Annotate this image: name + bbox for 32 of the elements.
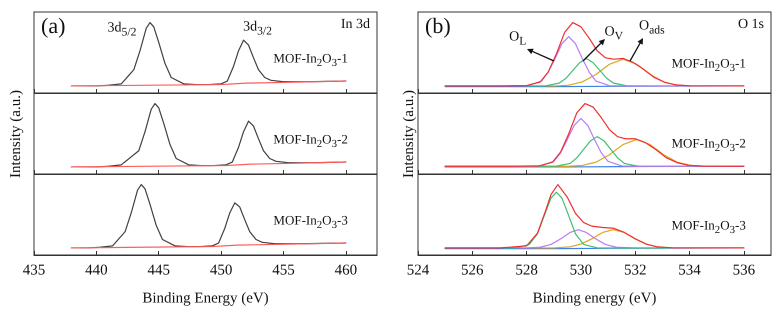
series-label: MOF-In$_{2}$O$_{3}$-3 (273, 212, 348, 232)
series-label: MOF-In$_{2}$O$_{3}$-1 (273, 50, 348, 70)
x-tick-label: 536 (732, 262, 756, 278)
x-tick-label: 435 (22, 262, 46, 278)
annotation: In 3d (340, 17, 370, 32)
y-axis-title: Intensity (a.u.) (400, 90, 418, 178)
x-tick-label: 450 (210, 262, 232, 278)
annotation: O$_{V}$ (604, 24, 624, 44)
annotation: O$_{ads}$ (638, 18, 665, 38)
x-tick-label: 445 (147, 262, 170, 278)
x-tick-label: 526 (461, 262, 484, 278)
annotation: (b) (425, 13, 451, 38)
x-tick-label: 455 (272, 262, 295, 278)
series-label: MOF-In$_{2}$O$_{3}$-2 (273, 132, 348, 152)
series-label: MOF-In$_{2}$O$_{3}$-2 (671, 136, 746, 156)
x-tick-label: 530 (570, 262, 592, 278)
x-tick-label: 528 (515, 262, 538, 278)
x-tick-label: 524 (406, 262, 430, 278)
annotation: O 1s (738, 17, 764, 32)
x-tick-label: 532 (624, 262, 646, 278)
series-label: MOF-In$_{2}$O$_{3}$-1 (671, 55, 746, 75)
y-axis-title: Intensity (a.u.) (8, 90, 24, 178)
x-tick-label: 534 (678, 262, 702, 278)
x-tick-label: 440 (85, 262, 108, 278)
x-axis-title: Binding energy (eV) (532, 290, 656, 306)
annotation: 3d$_{5/2}$ (108, 20, 136, 39)
x-axis-title: Binding Energy (eV) (142, 290, 269, 306)
series-label: MOF-In$_{2}$O$_{3}$-3 (671, 217, 746, 237)
annotation: O$_{L}$ (509, 30, 526, 49)
x-tick-label: 460 (334, 262, 358, 278)
annotation: 3d$_{3/2}$ (243, 20, 272, 38)
annotation: (a) (41, 13, 66, 38)
